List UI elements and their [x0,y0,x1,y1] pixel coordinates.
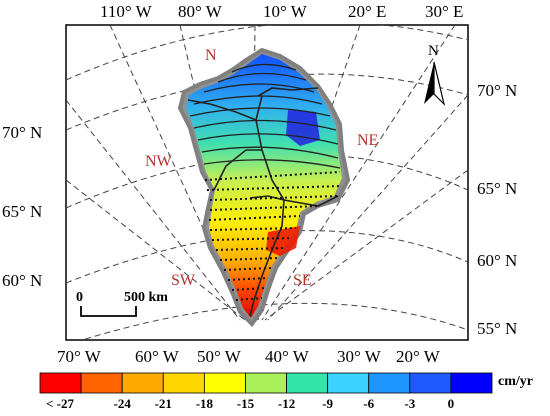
label-lon-bottom-40w: 40° W [265,347,309,366]
scale-bar [80,306,137,317]
label-lon-bottom-20w: 20° W [396,347,440,366]
label-lat-right-55n: 55° N [477,319,518,338]
colorbar-swatch [121,372,164,394]
scale-bar-zero: 0 [76,290,83,305]
mascon-arcs [189,63,341,169]
north-arrow-icon [424,61,446,106]
colorbar-swatch [80,372,123,394]
mascon-rows [204,171,343,301]
colorbar-unit: cm/yr [498,374,533,389]
label-lon-bottom-70w: 70° W [57,347,101,366]
label-lon-bottom-60w: 60° W [135,347,179,366]
colorbar-tick-label: -15 [236,396,255,411]
region-label-se: SE [293,272,312,289]
label-lon-bottom-30w: 30° W [337,347,381,366]
colorbar [39,372,493,394]
colorbar-tick-label: -12 [277,396,296,411]
colorbar-tick-label: -18 [195,396,214,411]
region-label-n: N [205,47,217,64]
colorbar-swatch [245,372,287,394]
colorbar-swatch [327,372,370,394]
label-lon-bottom-50w: 50° W [197,347,241,366]
scale-bar-label: 500 km [124,290,168,305]
label-lat-right-60n: 60° N [477,251,518,270]
colorbar-swatch [286,372,329,394]
red-patch [266,226,300,256]
label-lat-left-60n: 60° N [2,271,43,290]
label-lon-top-30e: 30° E [425,2,464,21]
label-lon-top-80w: 80° W [178,2,222,21]
colorbar-swatch [450,372,493,394]
blue-patch [286,110,320,146]
label-lon-top-20e: 20° E [348,2,387,21]
colorbar-tick-label: -6 [363,396,375,411]
colorbar-tick-label: 0 [447,396,455,411]
colorbar-tick-label: -3 [404,396,416,411]
label-lon-top-110w: 110° W [100,2,152,21]
colorbar-tick-label: < -27 [46,396,74,411]
colorbar-swatch [409,372,452,394]
label-lat-left-70n: 70° N [2,123,43,142]
label-lon-top-10w: 10° W [263,2,307,21]
region-label-ne: NE [357,132,379,149]
region-label-sw: SW [171,272,195,289]
colorbar-swatch [368,372,411,394]
colorbar-tick-label: -21 [154,396,172,411]
colorbar-tick-label: -9 [322,396,334,411]
north-arrow-label: N [428,43,439,59]
colorbar-swatch [39,372,82,394]
region-label-nw: NW [145,153,172,170]
label-lat-right-70n: 70° N [477,81,518,100]
colorbar-swatch [203,372,246,394]
label-lat-right-65n: 65° N [477,179,518,198]
colorbar-swatch [162,372,205,394]
label-lat-left-65n: 65° N [2,202,43,221]
colorbar-tick-label: -24 [113,396,131,411]
